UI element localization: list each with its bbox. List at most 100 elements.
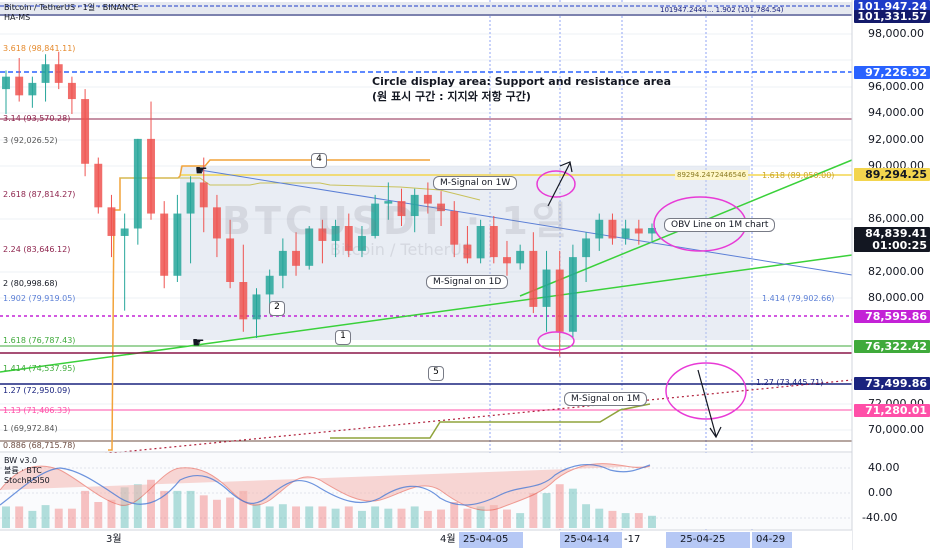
volume-bar: [28, 510, 37, 528]
volume-bar: [186, 490, 195, 528]
callout-number-4: 4: [311, 153, 327, 168]
fib-label: 3.618 (98,841.11): [3, 44, 76, 53]
candle-body: [265, 275, 274, 295]
candle-body: [476, 226, 485, 259]
volume-bar: [542, 493, 551, 528]
annotation-title-ko: (원 표시 구간 : 지지와 저항 구간): [372, 90, 531, 103]
current-price-pill: 84,839.41: [854, 227, 930, 240]
volume-bar: [292, 506, 300, 528]
volume-bar: [54, 508, 63, 528]
volume-bar: [529, 493, 538, 528]
fib-label: 1.902 (79,919.05): [3, 294, 76, 303]
time-label: 04-29: [756, 534, 786, 545]
candle-body: [463, 244, 472, 259]
candle-body: [489, 226, 498, 258]
price-tick: 92,000.00: [868, 133, 924, 146]
candle-body: [212, 207, 221, 239]
volume-bar: [358, 510, 366, 528]
candle-body: [450, 211, 459, 245]
candle-body: [621, 228, 630, 239]
volume-bar: [582, 504, 591, 528]
fib-label-right: 1.414 (79,902.66): [762, 294, 835, 303]
candle-body: [54, 64, 63, 83]
volume-bar: [410, 506, 419, 528]
osc-tick: -40.00: [862, 511, 898, 524]
symbol-title: Bitcoin / TetherUS · 1일 · BINANCE: [4, 3, 139, 12]
volume-bar: [516, 513, 525, 528]
price-tick: 80,000.00: [868, 291, 924, 304]
price-tick: 90,000.00: [868, 159, 924, 172]
osc-tick: 0.00: [868, 486, 893, 499]
price-pill: 73,499.86: [854, 377, 930, 390]
candle-body: [529, 250, 538, 307]
volume-bar: [397, 508, 406, 528]
volume-bar: [67, 508, 76, 528]
candle-body: [358, 235, 366, 251]
volume-bar: [608, 510, 617, 528]
volume-bar: [212, 499, 221, 528]
candle-body: [437, 203, 446, 212]
volume-bar: [489, 505, 498, 528]
fib-label: 1.618 (76,787.43): [3, 336, 76, 345]
hand-pointer-icon: ☛: [195, 163, 208, 179]
price-tick: 96,000.00: [868, 80, 924, 93]
candle-body: [568, 257, 577, 332]
fib-label: 1.414 (74,537.95): [3, 364, 76, 373]
candle-body: [81, 99, 90, 164]
volume-bar: [634, 513, 643, 528]
obv-line-callout: OBV Line on 1M chart: [664, 218, 776, 232]
volume-bar: [423, 510, 432, 528]
candle-body: [555, 269, 564, 332]
candle-body: [226, 238, 235, 282]
candle-body: [120, 228, 129, 236]
callout-number-2: 2: [269, 301, 285, 316]
countdown-pill: 01:00:25: [854, 239, 930, 252]
price-tick: 98,000.00: [868, 27, 924, 40]
price-tick: 82,000.00: [868, 265, 924, 278]
price-tick: 86,000.00: [868, 212, 924, 225]
candle-body: [648, 228, 656, 234]
volume-bar: [239, 490, 248, 528]
candle-body: [186, 182, 195, 214]
price-pill: 101,331.57: [854, 10, 930, 23]
volume-bar: [120, 487, 129, 528]
volume-bar: [107, 499, 116, 528]
indicator-label: HA-MS: [4, 13, 31, 22]
fib-label: 1.27 (72,950.09): [3, 386, 71, 395]
m-signal-1w-callout: M-Signal on 1W: [433, 176, 518, 190]
candle-body: [239, 282, 248, 320]
time-label: 4월: [440, 534, 456, 545]
candle-body: [67, 82, 76, 100]
volume-bar: [344, 506, 353, 528]
price-pill: 71,280.01: [854, 404, 930, 417]
time-label: 25-04-05: [463, 534, 509, 545]
price-tick: 70,000.00: [868, 423, 924, 436]
fib-label-right: 1.27 (73,445.71): [756, 378, 824, 387]
candle-body: [15, 76, 24, 96]
volume-bar: [648, 515, 656, 528]
volume-bar: [621, 513, 630, 528]
volume-bar: [15, 506, 24, 528]
candle-body: [292, 250, 300, 266]
volume-bar: [450, 502, 459, 528]
volume-bars: [2, 479, 656, 528]
candle-body: [278, 250, 287, 276]
candle-body: [371, 203, 380, 236]
candle-body: [94, 163, 103, 208]
osc-tick: 40.00: [868, 461, 900, 474]
volume-bar: [437, 509, 446, 528]
volume-bar: [371, 506, 380, 528]
candle-body: [331, 226, 340, 241]
candle-body: [397, 201, 406, 217]
osc-label: 볼륨 · BTC: [4, 466, 42, 475]
candle-body: [28, 82, 37, 96]
candle-body: [107, 207, 116, 236]
level-tag: 89294.2472446546: [675, 170, 749, 180]
candle-body: [160, 213, 169, 276]
osc-label: BW v3.0: [4, 456, 38, 465]
volume-bar: [265, 506, 274, 528]
support-circle: [537, 331, 575, 351]
m-signal-1m-callout: M-Signal on 1M: [564, 392, 648, 406]
price-pill: 76,322.42: [854, 340, 930, 353]
